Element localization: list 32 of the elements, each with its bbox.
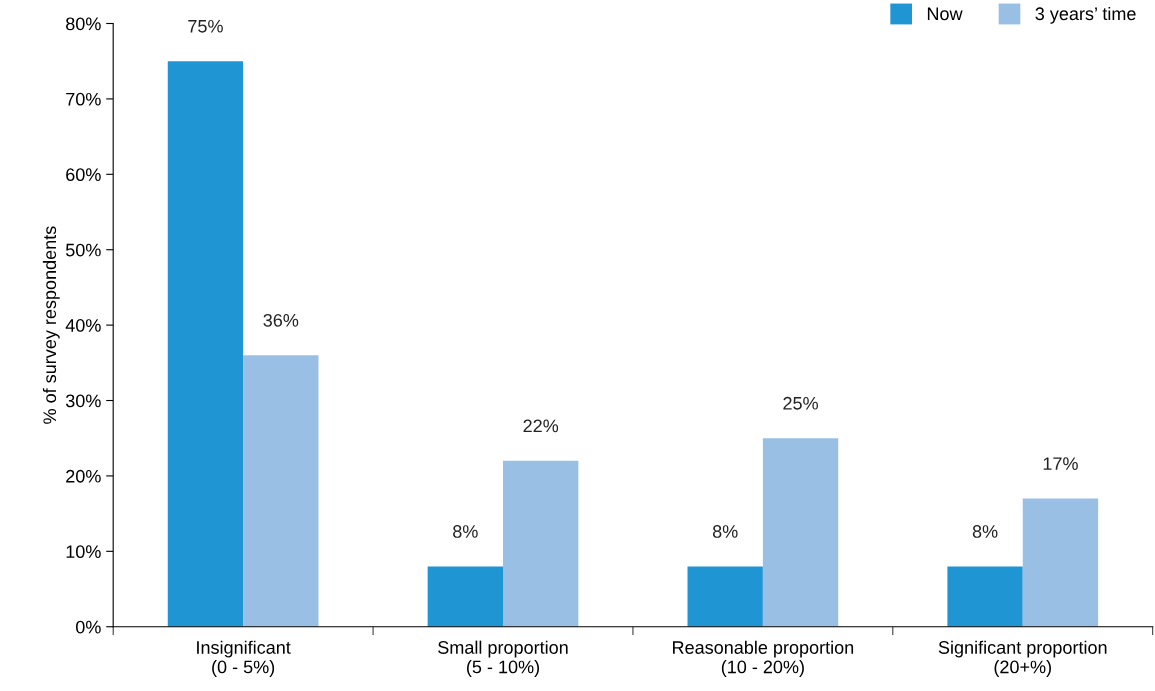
x-tick-label: Reasonable proportion (10 - 20%): [673, 640, 854, 677]
y-tick-label: 30%: [65, 394, 101, 408]
data-label: 36%: [263, 313, 299, 327]
legend-label: 3 years’ time: [1035, 6, 1136, 24]
bar: [503, 460, 579, 627]
data-label: 8%: [453, 525, 478, 538]
bar: [167, 61, 244, 627]
bar: [1022, 498, 1099, 627]
x-tick-label: Small proportion (5 - 10%): [438, 640, 568, 677]
data-label: 8%: [712, 525, 738, 538]
y-tick-label: 0%: [75, 620, 101, 634]
bar: [762, 438, 839, 627]
data-label: 17%: [1043, 457, 1078, 470]
y-tick-label: 70%: [66, 92, 101, 106]
bar: [427, 566, 503, 627]
y-tick-label: 40%: [65, 319, 101, 332]
data-label: 25%: [783, 396, 818, 410]
data-label: 22%: [523, 419, 559, 433]
y-tick-label: 20%: [66, 469, 101, 483]
y-tick-label: 80%: [66, 17, 101, 31]
data-label: 8%: [972, 525, 998, 538]
x-tick-label: Significant proportion (20+%): [938, 640, 1107, 677]
y-tick-label: 60%: [66, 168, 101, 182]
bar: [947, 566, 1023, 627]
x-tick-label: Insignificant (0 - 5%): [197, 640, 291, 677]
bar: [687, 566, 763, 627]
y-tick-label: 50%: [65, 243, 101, 257]
y-axis-title: % of survey respondents: [42, 226, 60, 424]
data-label: 75%: [188, 19, 223, 33]
bar: [243, 355, 319, 627]
legend-label: Now: [927, 7, 963, 21]
y-tick-label: 10%: [66, 545, 101, 559]
